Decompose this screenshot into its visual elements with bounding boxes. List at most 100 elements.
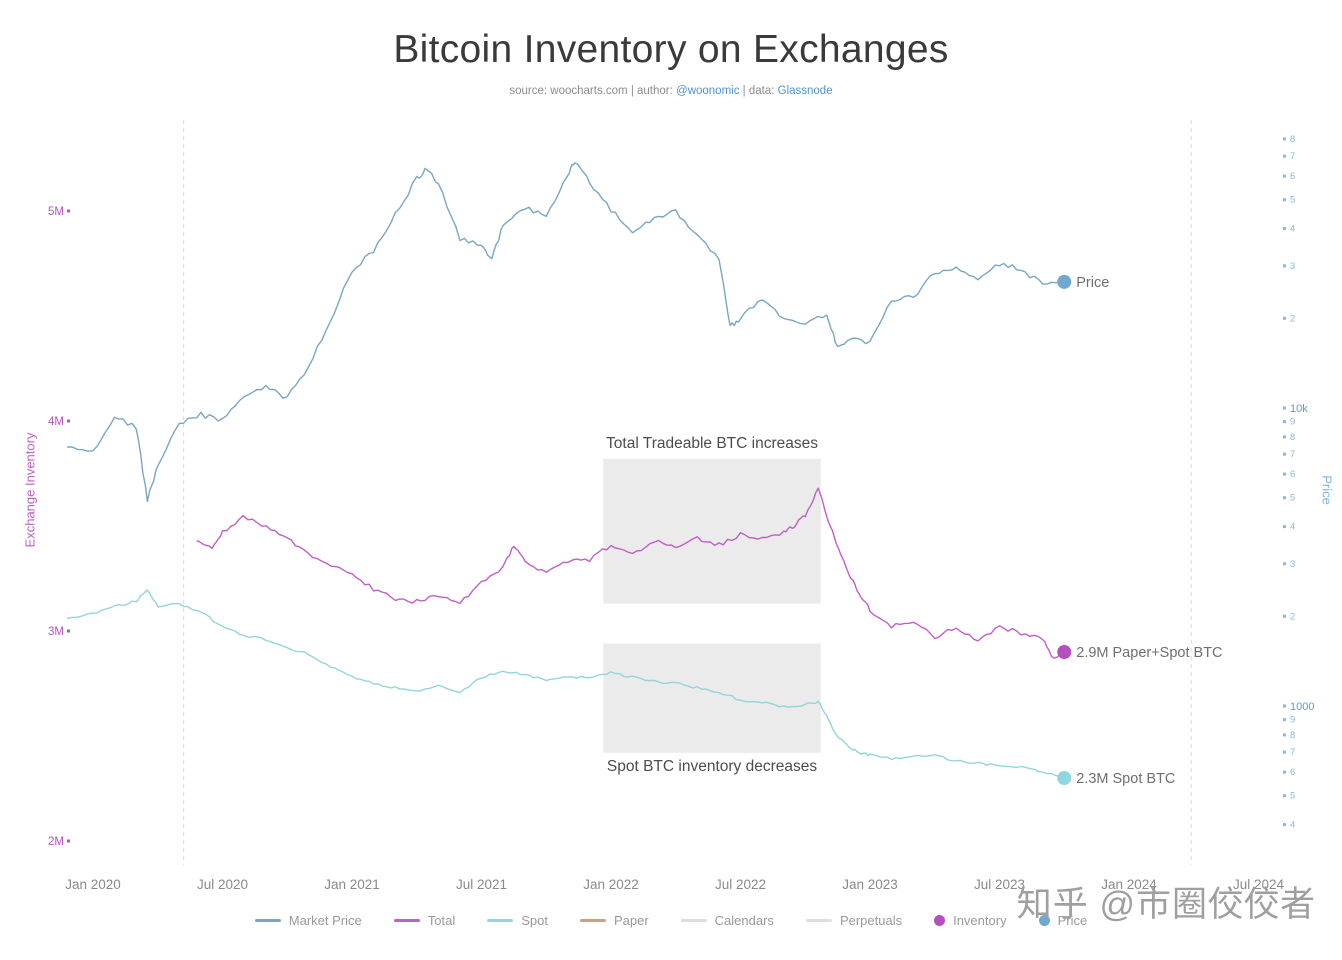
- right-tick-marker: [1283, 420, 1286, 424]
- legend-label: Inventory: [953, 913, 1007, 928]
- page-title: Bitcoin Inventory on Exchanges: [393, 28, 949, 71]
- market-price-end-label: Price: [1076, 275, 1109, 291]
- right-tick-label: 6: [1290, 469, 1295, 480]
- legend-line-swatch: [805, 919, 832, 922]
- right-tick-marker: [1283, 496, 1286, 500]
- right-tick-marker: [1283, 562, 1286, 566]
- right-tick-marker: [1283, 435, 1286, 439]
- legend-label: Market Price: [288, 913, 362, 928]
- author-link[interactable]: @woonomic: [676, 85, 740, 97]
- right-tick-marker: [1283, 750, 1286, 754]
- x-tick-label: Jan 2022: [583, 877, 639, 892]
- chart-legend: Market Price Total Spot Paper Calendars Perpe…: [0, 914, 1342, 927]
- chart-subtitle: source: woocharts.com | author: @woonomi…: [0, 85, 1342, 97]
- legend-line-swatch: [487, 919, 514, 922]
- legend-label: Calendars: [714, 913, 774, 928]
- total-line: [196, 487, 1065, 659]
- right-tick-label: 1000: [1290, 701, 1314, 713]
- x-tick-label: Jul 2024: [1233, 877, 1285, 892]
- right-tick-label: 9: [1290, 715, 1295, 726]
- legend-label: Price: [1057, 913, 1088, 928]
- left-tick-label: 3M: [48, 626, 64, 638]
- x-tick-label: Jul 2023: [974, 877, 1025, 892]
- right-tick-marker: [1283, 733, 1286, 737]
- left-axis-title: Exchange Inventory: [22, 432, 38, 548]
- x-tick-label: Jan 2021: [324, 877, 380, 892]
- right-tick-marker: [1283, 704, 1286, 708]
- right-tick-marker: [1283, 452, 1286, 456]
- legend-line-swatch: [393, 919, 420, 922]
- right-tick-marker: [1283, 718, 1286, 722]
- legend-dot-swatch: [1038, 915, 1050, 926]
- left-tick-label: 2M: [48, 836, 64, 848]
- right-tick-label: 8: [1290, 432, 1295, 443]
- left-tick-marker: [67, 209, 70, 213]
- legend-item-inventory[interactable]: Inventory: [934, 913, 1007, 928]
- right-tick-marker: [1283, 264, 1286, 268]
- market-price-end-dot: [1057, 274, 1072, 289]
- right-tick-label: 4: [1290, 820, 1295, 831]
- right-tick-label: 2: [1290, 611, 1295, 622]
- x-tick-label: Jul 2021: [456, 877, 507, 892]
- x-tick-label: Jul 2022: [715, 877, 766, 892]
- right-tick-label: 3: [1290, 559, 1295, 570]
- left-tick-marker: [67, 839, 70, 843]
- watermark: 知乎 @市圈佼佼者: [1016, 885, 1316, 924]
- right-tick-label: 6: [1290, 171, 1295, 182]
- right-tick-label: 7: [1290, 151, 1295, 162]
- annotation-box: [603, 643, 821, 753]
- right-tick-label: 5: [1290, 791, 1295, 802]
- legend-label: Spot: [521, 913, 548, 928]
- spot-end-label: 2.3M Spot BTC: [1076, 771, 1175, 787]
- x-tick-label: Jul 2020: [197, 877, 248, 892]
- legend-label: Total: [427, 913, 456, 928]
- right-tick-marker: [1283, 227, 1286, 231]
- legend-item-perpetuals[interactable]: Perpetuals: [805, 913, 903, 928]
- right-tick-label: 10k: [1290, 403, 1308, 415]
- right-tick-marker: [1283, 406, 1286, 410]
- right-tick-label: 5: [1290, 493, 1295, 504]
- right-tick-marker: [1283, 525, 1286, 529]
- right-tick-label: 6: [1290, 767, 1295, 778]
- right-tick-marker: [1283, 614, 1286, 618]
- legend-item-paper[interactable]: Paper: [579, 913, 649, 928]
- legend-label: Paper: [613, 913, 649, 928]
- annotation-box: [603, 458, 821, 604]
- subtitle-data-text: | data:: [739, 85, 778, 97]
- right-tick-marker: [1283, 137, 1286, 141]
- left-tick-marker: [67, 419, 70, 423]
- right-tick-label: 2: [1290, 313, 1295, 324]
- right-tick-label: 4: [1290, 224, 1295, 235]
- right-axis-title: Price: [1319, 475, 1335, 505]
- data-source-link[interactable]: Glassnode: [777, 85, 833, 97]
- x-tick-label: Jan 2024: [1101, 877, 1157, 892]
- legend-label: Perpetuals: [839, 913, 903, 928]
- chart-header: Bitcoin Inventory on Exchanges source: w…: [0, 28, 1342, 97]
- legend-item-market-price[interactable]: Market Price: [254, 913, 362, 928]
- market-price-line: [67, 162, 1065, 503]
- x-tick-label: Jan 2020: [65, 877, 121, 892]
- right-tick-label: 8: [1290, 730, 1295, 741]
- legend-item-calendars[interactable]: Calendars: [680, 913, 774, 928]
- left-tick-label: 4M: [48, 416, 64, 428]
- legend-item-price[interactable]: Price: [1038, 913, 1088, 928]
- right-tick-label: 7: [1290, 747, 1295, 758]
- right-tick-marker: [1283, 794, 1286, 798]
- legend-item-total[interactable]: Total: [393, 913, 456, 928]
- right-tick-marker: [1283, 472, 1286, 476]
- total-end-label: 2.9M Paper+Spot BTC: [1076, 645, 1222, 661]
- left-tick-label: 5M: [48, 206, 64, 218]
- right-tick-label: 4: [1290, 522, 1295, 533]
- legend-line-swatch: [254, 919, 281, 922]
- subtitle-source-text: source: woocharts.com | author:: [509, 85, 677, 97]
- right-tick-marker: [1283, 154, 1286, 158]
- total-end-dot: [1057, 645, 1072, 659]
- left-tick-marker: [67, 629, 70, 633]
- legend-line-swatch: [579, 919, 606, 922]
- right-tick-marker: [1283, 198, 1286, 202]
- right-tick-label: 3: [1290, 261, 1295, 272]
- right-tick-label: 7: [1290, 449, 1295, 460]
- legend-item-spot[interactable]: Spot: [487, 914, 548, 927]
